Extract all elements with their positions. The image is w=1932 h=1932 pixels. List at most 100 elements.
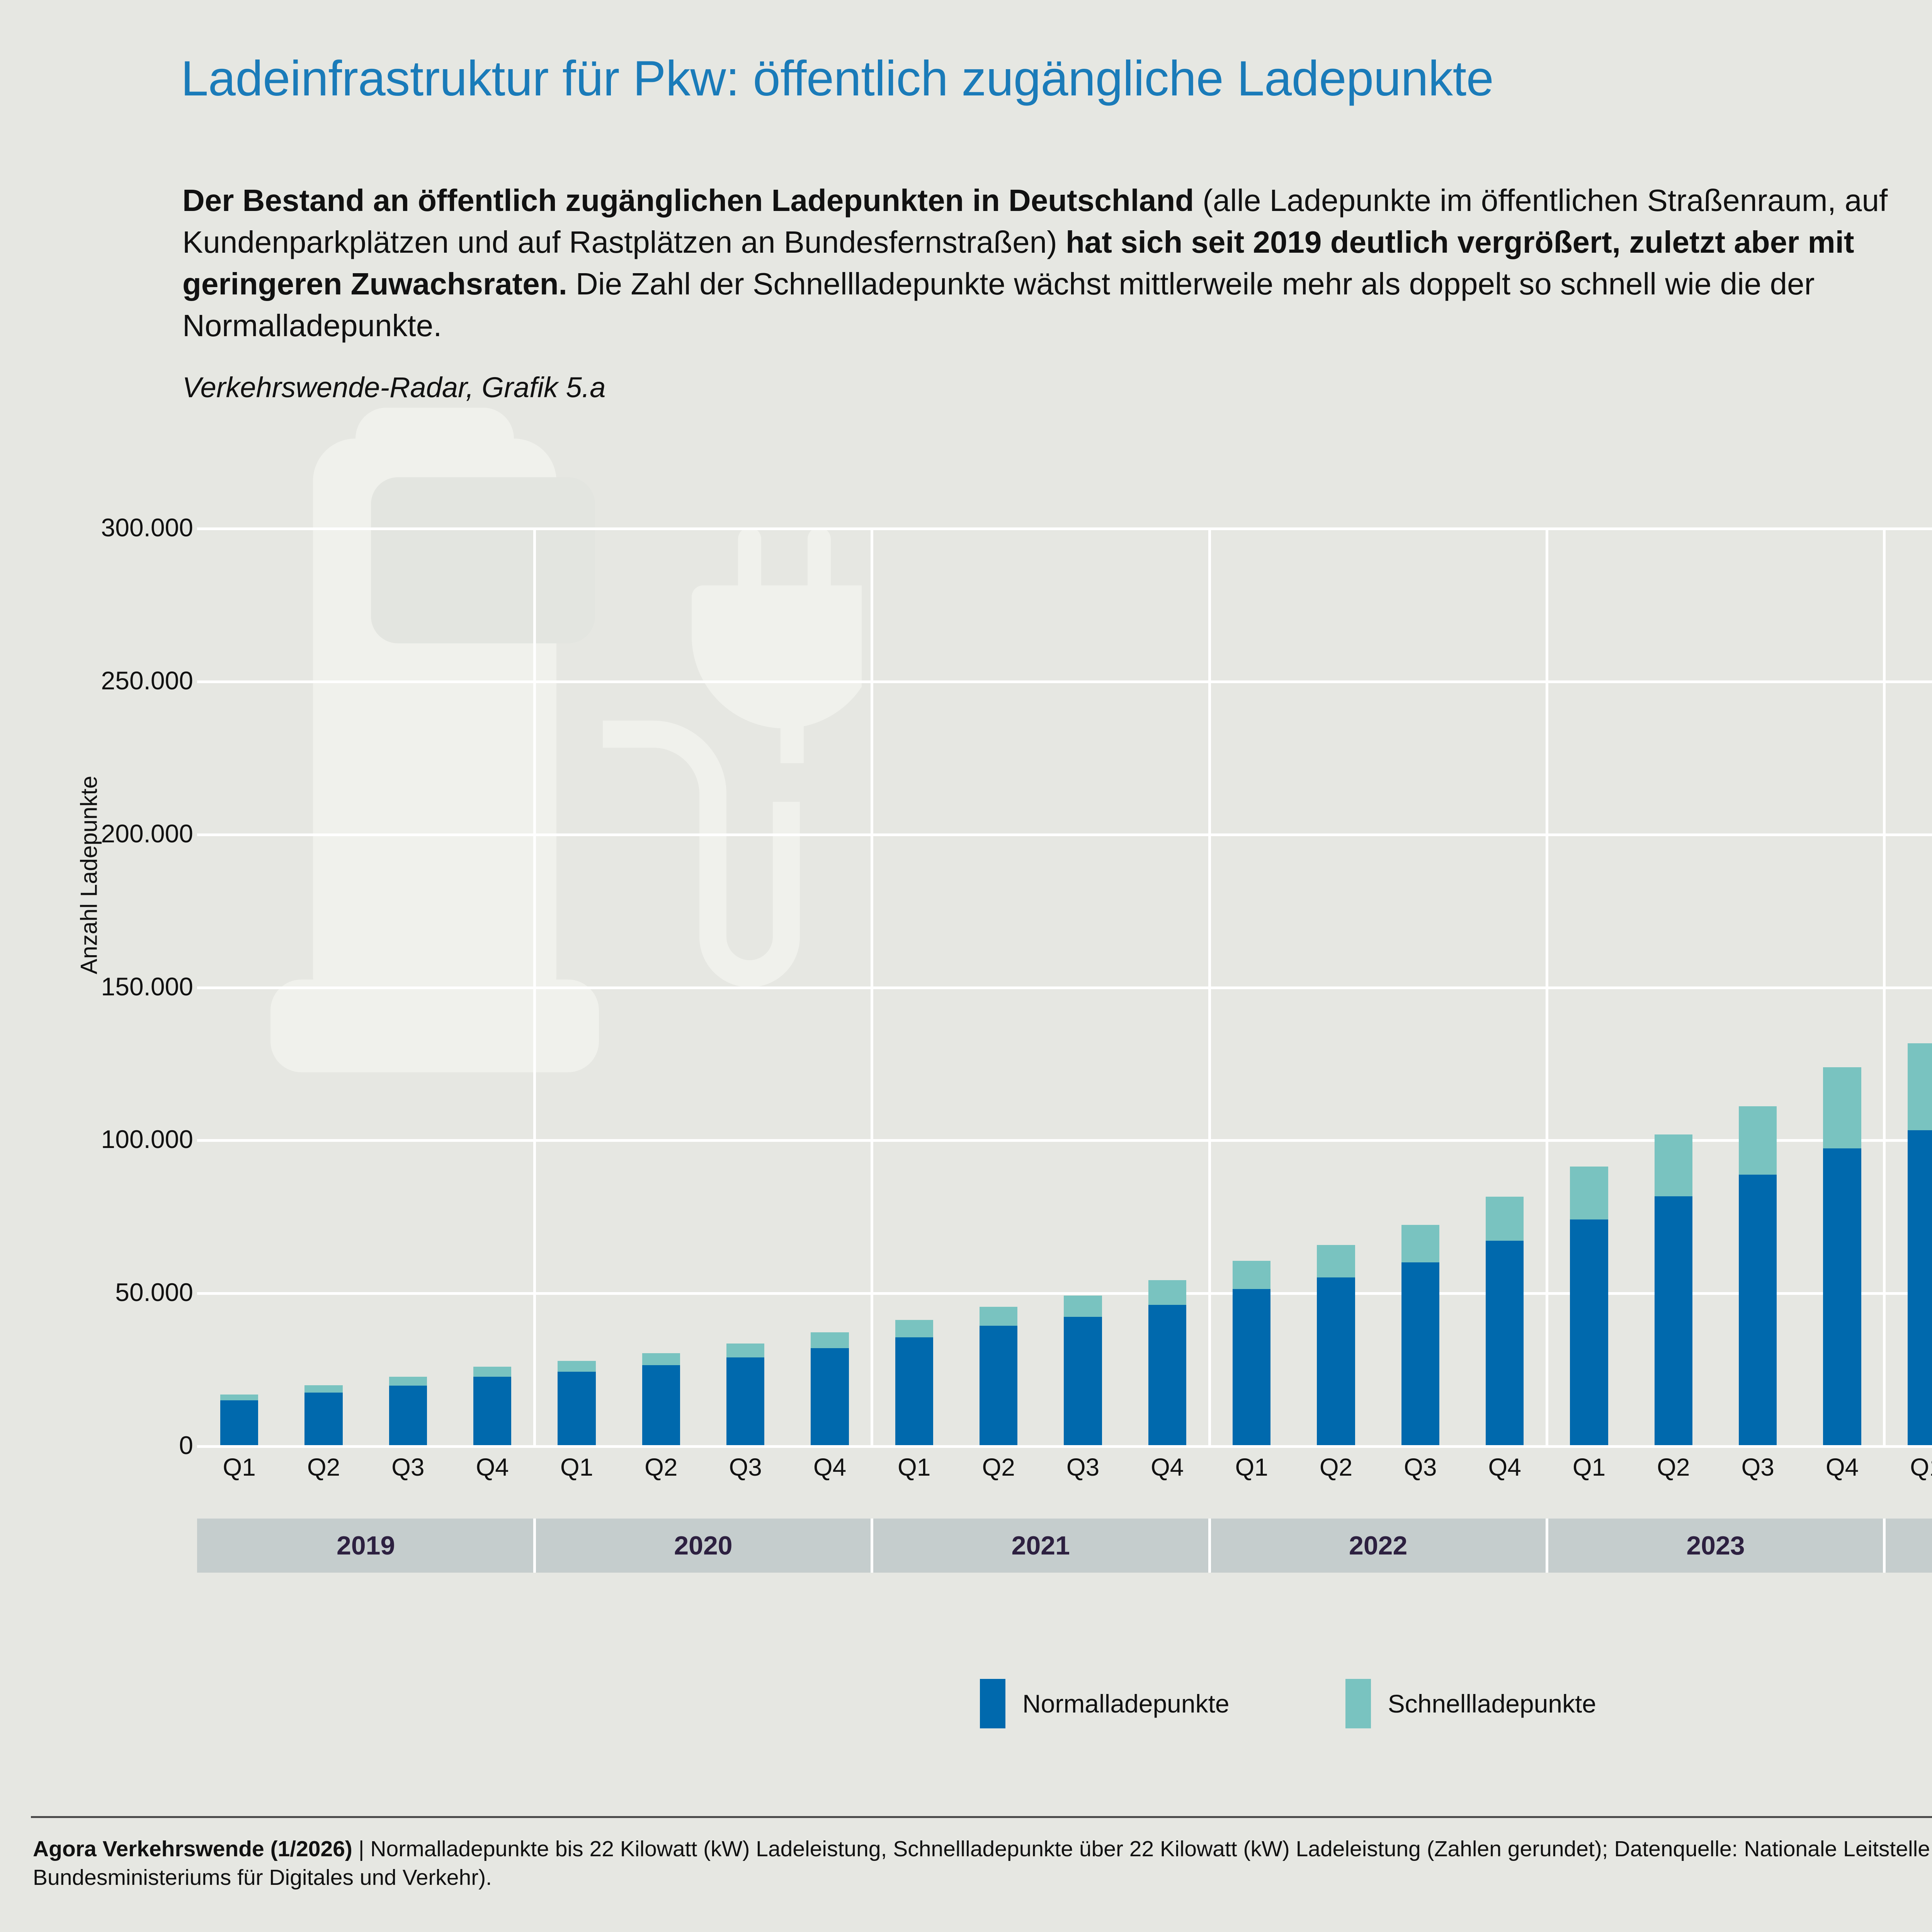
year-band-label: 2024 [1884, 1519, 1932, 1573]
bar-stack[interactable] [1570, 527, 1608, 1445]
bar-stack[interactable] [473, 527, 512, 1445]
bar-segment-schnellladepunkte [1148, 1280, 1186, 1305]
year-band-divider [533, 1519, 536, 1573]
x-axis-quarter-label: Q4 [1151, 1453, 1184, 1481]
bar-stack[interactable] [1401, 527, 1439, 1445]
bar-stack[interactable] [726, 527, 765, 1445]
bar-segment-schnellladepunkte [726, 1344, 765, 1357]
x-axis-quarter-label: Q1 [1572, 1453, 1606, 1481]
x-axis-quarter-label: Q1 [1235, 1453, 1268, 1481]
bar-segment-normalladepunkte [1401, 1262, 1439, 1445]
bar-segment-normalladepunkte [726, 1357, 765, 1445]
bar-stack[interactable] [389, 527, 427, 1445]
bar-segment-normalladepunkte [895, 1337, 933, 1445]
x-axis-quarter-label: Q2 [982, 1453, 1015, 1481]
subtitle-bold-2: hat sich seit 2019 deutlich vergrößert, … [182, 225, 1854, 301]
legend-label: Normalladepunkte [1022, 1689, 1230, 1718]
footer-divider [31, 1816, 1932, 1818]
x-axis-quarter-label: Q2 [645, 1453, 678, 1481]
legend-item[interactable]: Schnellladepunkte [1345, 1679, 1596, 1728]
bar-segment-schnellladepunkte [895, 1320, 933, 1338]
bar-stack[interactable] [811, 527, 849, 1445]
y-axis-ticks: 0 50.000 100.000 150.000 200.000 250.000 300.0… [23, 0, 193, 1932]
subtitle-normal-1: (alle Ladepunkte im öffentlichen Straßen… [182, 183, 1888, 259]
bar-stack[interactable] [1654, 527, 1692, 1445]
bar-stack[interactable] [304, 527, 343, 1445]
bar-stack[interactable] [895, 527, 933, 1445]
bar-stack[interactable] [1317, 527, 1355, 1445]
x-axis-quarter-label: Q3 [1741, 1453, 1774, 1481]
bar-segment-normalladepunkte [1486, 1241, 1524, 1445]
bar-stack[interactable] [220, 527, 259, 1445]
chart-legend: Normalladepunkte Schnellladepunkte [0, 1679, 1932, 1728]
grid-line [197, 1445, 1932, 1448]
y-axis-tick-label: 250.000 [101, 666, 193, 695]
year-separator [1545, 527, 1548, 1445]
subtitle-bold-1: Der Bestand an öffentlich zugänglichen L… [182, 183, 1194, 218]
bar-stack[interactable] [1907, 527, 1932, 1445]
grid-line [197, 1139, 1932, 1142]
bar-segment-schnellladepunkte [1064, 1295, 1102, 1317]
bar-segment-normalladepunkte [1654, 1196, 1692, 1445]
bar-segment-normalladepunkte [558, 1372, 596, 1445]
footer-note: Agora Verkehrswende (1/2026) | Normallad… [33, 1835, 1932, 1892]
x-axis-quarter-label: Q4 [813, 1453, 847, 1481]
footer-source-rest: | Normalladepunkte bis 22 Kilowatt (kW) … [33, 1837, 1932, 1890]
bar-segment-schnellladepunkte [558, 1361, 596, 1372]
subtitle-normal-2: Die Zahl der Schnellladepunkte wächst mi… [182, 267, 1815, 343]
year-band-label: 2020 [674, 1531, 733, 1560]
bar-segment-normalladepunkte [473, 1377, 512, 1445]
bar-stack[interactable] [1486, 527, 1524, 1445]
x-axis-quarter-label: Q1 [1910, 1453, 1932, 1481]
x-axis-quarter-label: Q2 [1657, 1453, 1690, 1481]
grid-line [197, 986, 1932, 989]
year-band-label: 2021 [1011, 1531, 1070, 1560]
bar-segment-schnellladepunkte [1486, 1197, 1524, 1241]
bar-segment-schnellladepunkte [304, 1385, 343, 1393]
chart-plot-area [197, 408, 1932, 1448]
grid-line [197, 833, 1932, 836]
year-band-divider [1883, 1519, 1886, 1573]
y-axis-tick-label: 50.000 [115, 1278, 193, 1307]
bar-segment-normalladepunkte [642, 1365, 680, 1445]
year-separator [1208, 527, 1211, 1445]
y-axis-tick-label: 0 [179, 1431, 193, 1459]
bar-segment-schnellladepunkte [1317, 1245, 1355, 1278]
bar-segment-normalladepunkte [980, 1326, 1018, 1445]
bar-segment-schnellladepunkte [1233, 1260, 1271, 1289]
year-separator [871, 527, 874, 1445]
x-axis-quarter-label: Q3 [1404, 1453, 1437, 1481]
bar-segment-normalladepunkte [389, 1386, 427, 1445]
bar-stack[interactable] [558, 527, 596, 1445]
bar-segment-normalladepunkte [1823, 1148, 1861, 1445]
year-band-label: 2022 [1349, 1531, 1408, 1560]
bar-segment-schnellladepunkte [642, 1353, 680, 1365]
year-band-divider [1545, 1519, 1548, 1573]
legend-label: Schnellladepunkte [1388, 1689, 1597, 1718]
year-band-label: 2019 [337, 1531, 395, 1560]
x-axis-quarter-labels: Q1 Q2 Q3 Q4 Q1 Q2 Q3 Q4 Q1 Q2 Q3 Q4 Q1 Q2 Q3 Q4 Q1 Q2 Q3 Q4… [197, 1453, 1932, 1503]
figure-reference: Verkehrswende-Radar, Grafik 5.a [182, 371, 606, 403]
grid-line [197, 680, 1932, 683]
grid-line [197, 1292, 1932, 1295]
legend-item[interactable]: Normalladepunkte [980, 1679, 1230, 1728]
bar-stack[interactable] [1823, 527, 1861, 1445]
bar-stack[interactable] [1739, 527, 1777, 1445]
x-axis-quarter-label: Q4 [1488, 1453, 1521, 1481]
bar-segment-schnellladepunkte [1654, 1134, 1692, 1197]
x-axis-quarter-label: Q4 [476, 1453, 509, 1481]
year-separator [1883, 527, 1886, 1445]
x-axis-quarter-label: Q3 [1066, 1453, 1100, 1481]
bar-stack[interactable] [1233, 527, 1271, 1445]
bar-stack[interactable] [642, 527, 680, 1445]
year-band-label: 2023 [1686, 1531, 1745, 1560]
bar-segment-schnellladepunkte [1907, 1043, 1932, 1130]
bar-segment-schnellladepunkte [473, 1366, 512, 1377]
bar-segment-schnellladepunkte [389, 1377, 427, 1386]
bar-stack[interactable] [1064, 527, 1102, 1445]
bar-segment-normalladepunkte [1233, 1289, 1271, 1445]
year-band-divider [1208, 1519, 1211, 1573]
bar-stack[interactable] [980, 527, 1018, 1445]
bar-stack[interactable] [1148, 527, 1186, 1445]
